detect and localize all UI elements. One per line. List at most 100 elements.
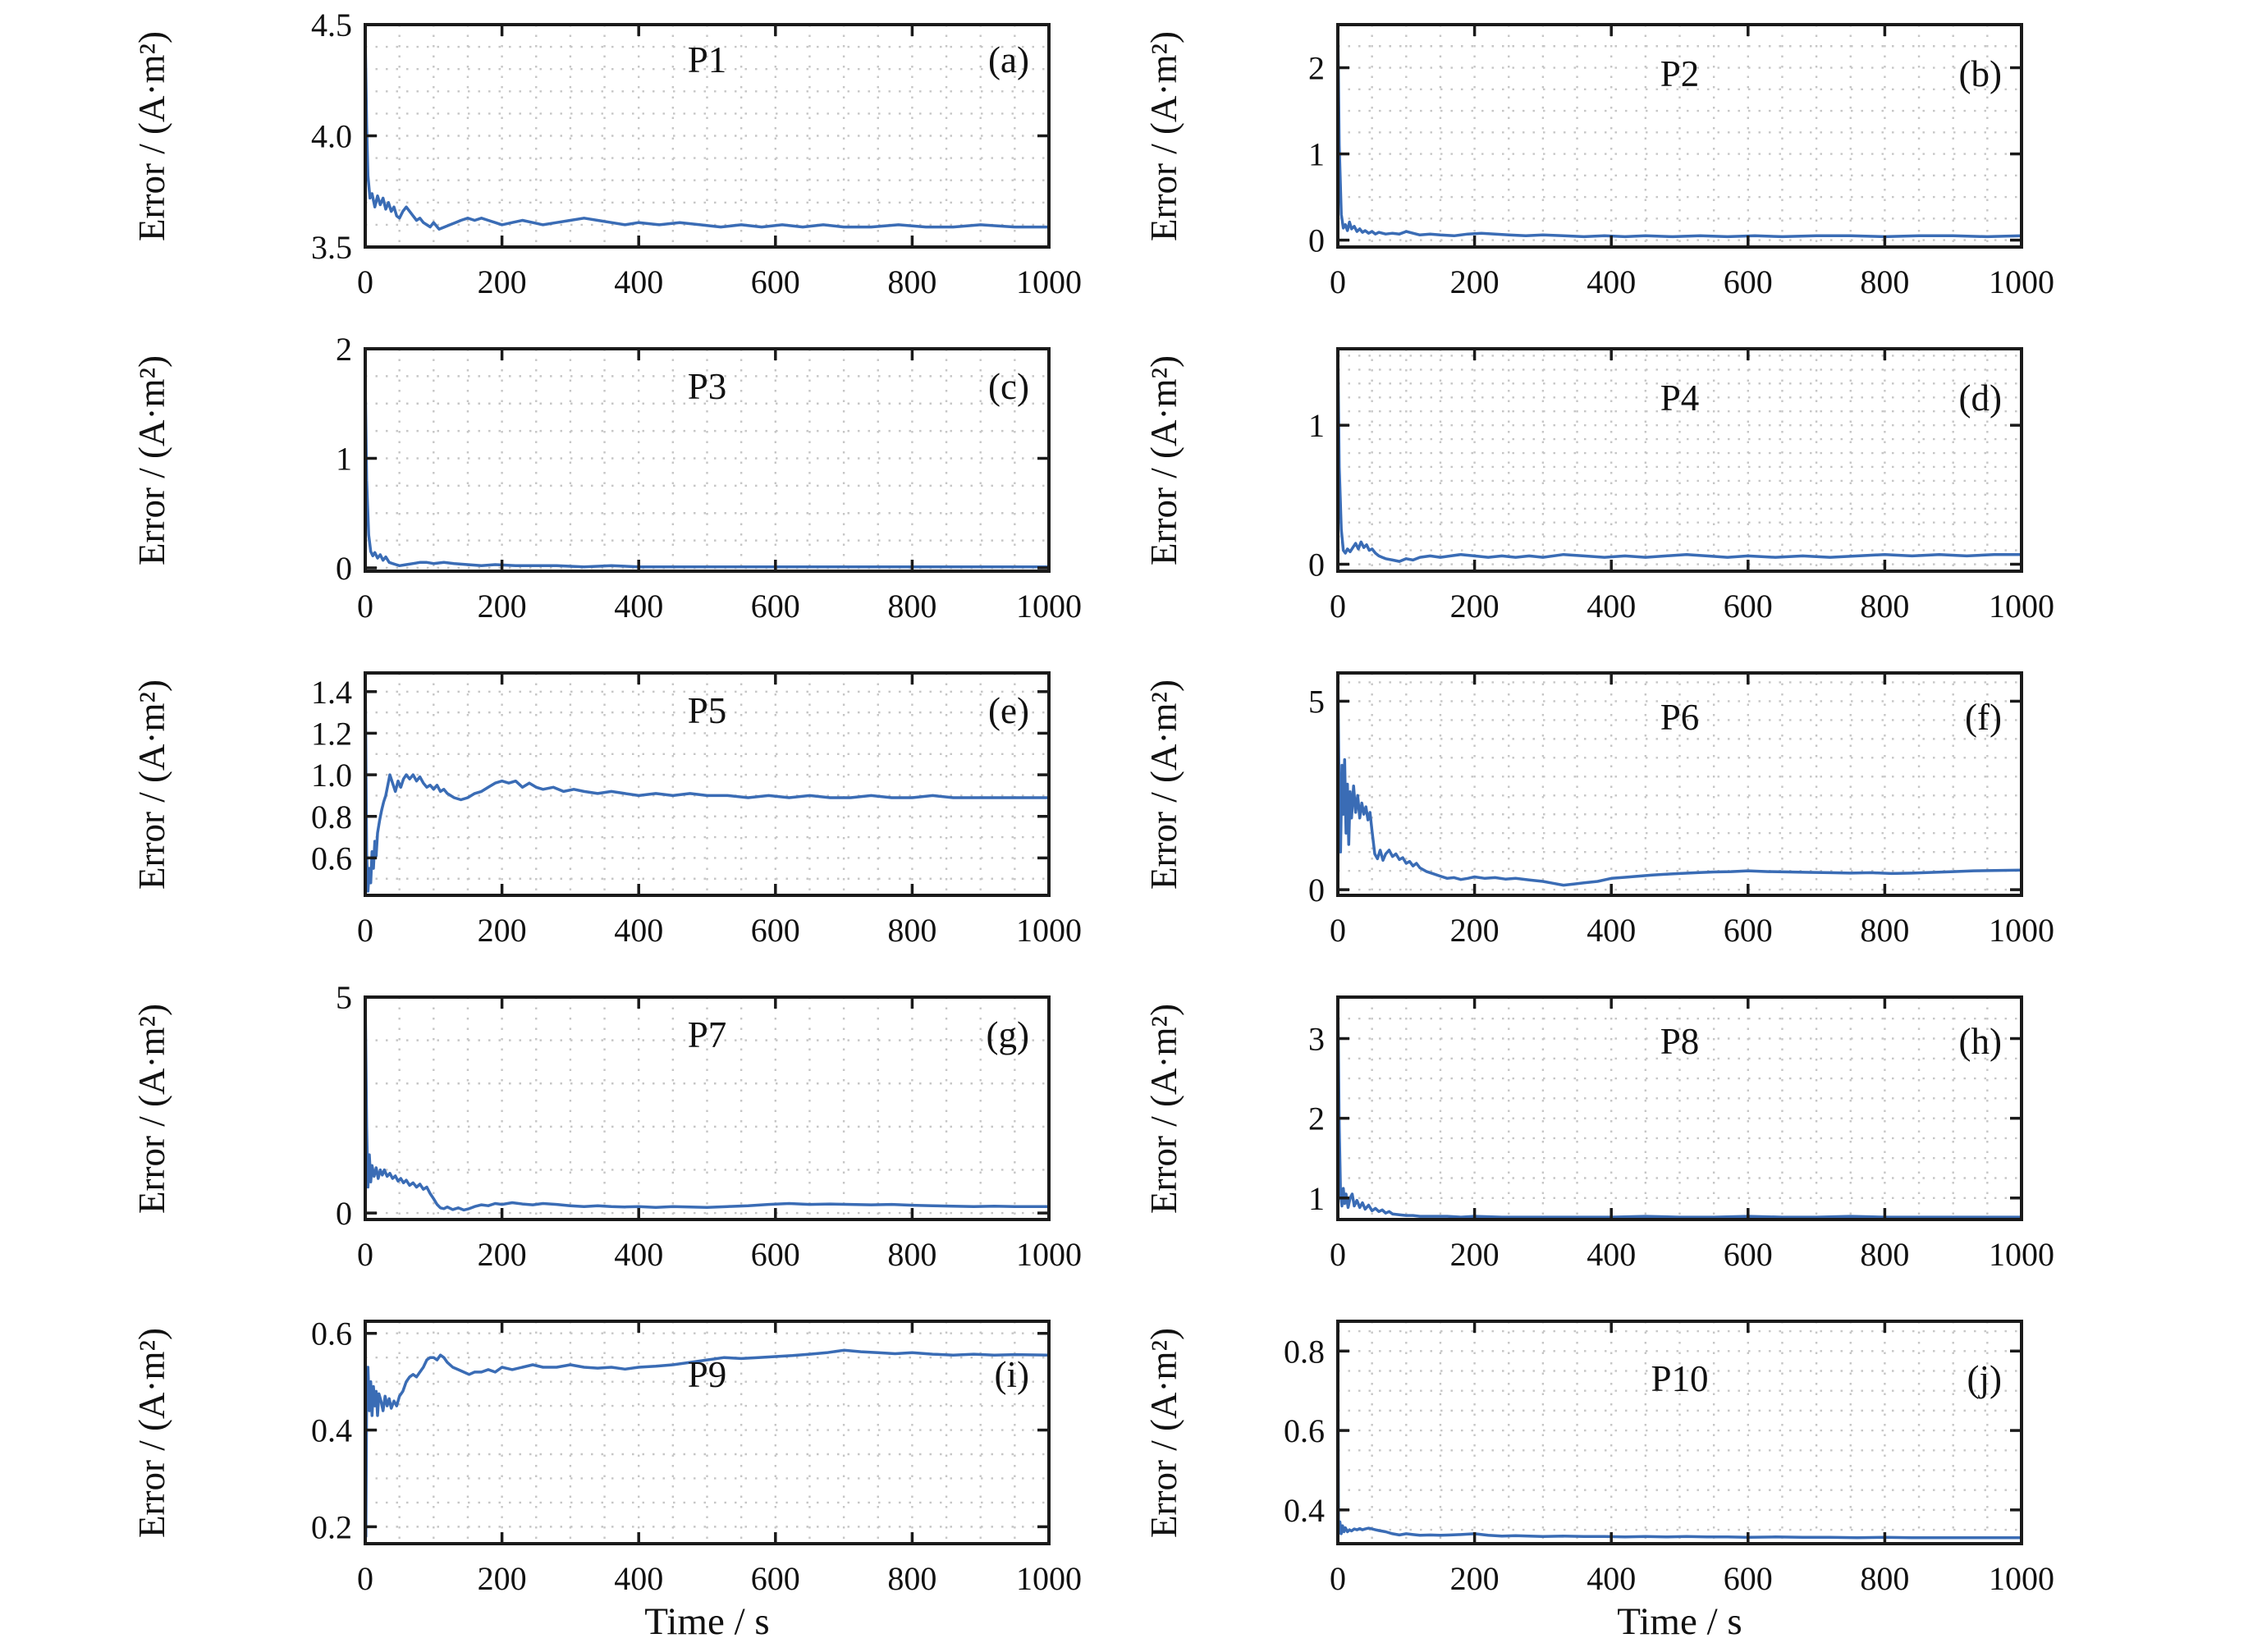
x-tick-label: 600 (1724, 912, 1773, 949)
panel-letter: (h) (1958, 1021, 2002, 1062)
axes-frame (1336, 347, 2023, 573)
x-tick-label: 200 (478, 1560, 527, 1597)
x-tick-label: 400 (614, 1236, 663, 1273)
x-tick-label: 200 (1450, 1236, 1500, 1273)
y-tick-label: 0.8 (311, 799, 352, 835)
y-tick-label: 0 (336, 550, 352, 587)
x-tick-label: 400 (614, 912, 663, 949)
panel-letter: (d) (1958, 378, 2002, 419)
subplot-p2: 0 200 400 600 800 1000 0 1 2 Error / (A·m²) P2 (… (1143, 23, 2054, 300)
panel-letter: (i) (994, 1354, 1029, 1395)
x-tick-label: 200 (1450, 588, 1500, 625)
x-tick-label: 600 (1724, 263, 1773, 300)
x-tick-label: 1000 (1989, 263, 2054, 300)
y-tick-label: 0 (1308, 222, 1325, 259)
subplot-p4: 0 200 400 600 800 1000 0 1 Error / (A·m²) P4 (d… (1143, 347, 2054, 625)
x-tick-label: 0 (1330, 263, 1346, 300)
error-curve (1338, 997, 2022, 1219)
grid-lines (365, 997, 1049, 1220)
axes-frame (1336, 1320, 2023, 1545)
x-tick-label: 400 (1587, 263, 1636, 300)
axes-frame (364, 23, 1051, 249)
error-curve (365, 1321, 1049, 1538)
axis-ticks (1336, 997, 2023, 1220)
x-axis-label: Time / s (644, 1600, 770, 1643)
error-curve (1338, 349, 2022, 563)
y-axis-label: Error / (A·m²) (131, 355, 172, 565)
error-curve (365, 997, 1049, 1212)
subplot-p6: 0 200 400 600 800 1000 0 5 Error / (A·m²) P6 (f… (1143, 671, 2054, 949)
x-tick-labels: 0 200 400 600 800 1000 (1330, 1236, 2054, 1273)
x-tick-label: 800 (1860, 912, 1909, 949)
panel-letter: (g) (986, 1014, 1029, 1055)
y-tick-label: 0 (336, 1195, 352, 1232)
x-tick-label: 0 (357, 1236, 373, 1273)
x-axis-label: Time / s (1617, 1600, 1742, 1643)
axis-ticks (364, 673, 1051, 895)
x-tick-labels: 0 200 400 600 800 1000 (1330, 263, 2054, 300)
grid-lines (1338, 349, 2022, 571)
y-tick-labels: 05 (1308, 683, 1325, 908)
y-tick-label: 4.5 (311, 7, 352, 43)
axis-ticks (1336, 1321, 2023, 1544)
grid-lines (1338, 997, 2022, 1220)
axes-frame (1336, 995, 2023, 1221)
x-tick-label: 600 (751, 1236, 800, 1273)
x-tick-label: 400 (1587, 912, 1636, 949)
x-tick-labels: 0 200 400 600 800 1000 (357, 588, 1082, 625)
panel-letter: (a) (988, 39, 1029, 80)
grid-lines (1338, 1321, 2022, 1544)
y-tick-label: 1 (1308, 1180, 1325, 1217)
x-tick-label: 200 (1450, 1560, 1500, 1597)
y-tick-label: 2 (1308, 1101, 1325, 1137)
y-tick-label: 2 (1308, 50, 1325, 87)
y-tick-labels: 3.5 4.0 4.5 (311, 7, 352, 266)
axis-ticks (364, 995, 1051, 1220)
plot-area: 0 200 400 600 800 1000 0 1 2 (336, 331, 1082, 625)
y-tick-labels: 0 1 2 (336, 331, 352, 587)
error-curve (1338, 25, 2022, 239)
x-tick-label: 0 (357, 588, 373, 625)
x-tick-label: 200 (1450, 263, 1500, 300)
y-tick-label: 2 (336, 331, 352, 368)
plot-area: 0 200 400 600 800 1000 0.4 0.6 0.8 (1284, 1320, 2054, 1597)
grid-lines (365, 349, 1049, 571)
y-tick-label: 0 (1308, 872, 1325, 908)
y-tick-label: 5 (336, 979, 352, 1016)
x-tick-label: 1000 (1989, 1560, 2054, 1597)
y-tick-labels: 0 1 2 (1308, 50, 1325, 259)
subplot-p10: 0 200 400 600 800 1000 0.4 0.6 0.8 Error / (A·m²… (1143, 1320, 2054, 1643)
x-tick-label: 1000 (1016, 1560, 1082, 1597)
x-tick-label: 0 (357, 263, 373, 300)
grid-lines (365, 673, 1049, 895)
panel-letter: (f) (1965, 697, 2002, 738)
y-tick-label: 3.5 (311, 229, 352, 266)
x-tick-label: 1000 (1016, 1236, 1082, 1273)
y-tick-label: 1 (1308, 407, 1325, 444)
y-axis-label: Error / (A·m²) (1143, 679, 1184, 890)
x-tick-label: 200 (478, 588, 527, 625)
y-tick-label: 5 (1308, 683, 1325, 720)
y-tick-labels: 0.2 0.4 0.6 (311, 1316, 352, 1546)
x-tick-label: 0 (357, 912, 373, 949)
x-tick-labels: 0 200 400 600 800 1000 (1330, 912, 2054, 949)
grid-lines (365, 25, 1049, 247)
x-tick-label: 400 (614, 263, 663, 300)
axes-frame (364, 1320, 1051, 1545)
y-tick-label: 0.2 (311, 1508, 352, 1545)
x-tick-label: 400 (614, 1560, 663, 1597)
y-axis-label: Error / (A·m²) (131, 1327, 172, 1538)
x-tick-label: 200 (478, 263, 527, 300)
x-tick-label: 400 (1587, 1560, 1636, 1597)
axis-ticks (364, 23, 1051, 249)
x-tick-label: 800 (887, 1236, 936, 1273)
axes-frame (364, 347, 1051, 573)
x-tick-label: 800 (887, 263, 936, 300)
grid-lines (1338, 673, 2022, 895)
subplot-p1: 0 200 400 600 800 1000 3.5 4.0 4.5 Error / (A·m²… (131, 7, 1082, 300)
y-tick-label: 0.6 (311, 840, 352, 876)
x-tick-label: 0 (1330, 912, 1346, 949)
axes-frame (1336, 671, 2023, 897)
x-tick-label: 400 (1587, 588, 1636, 625)
